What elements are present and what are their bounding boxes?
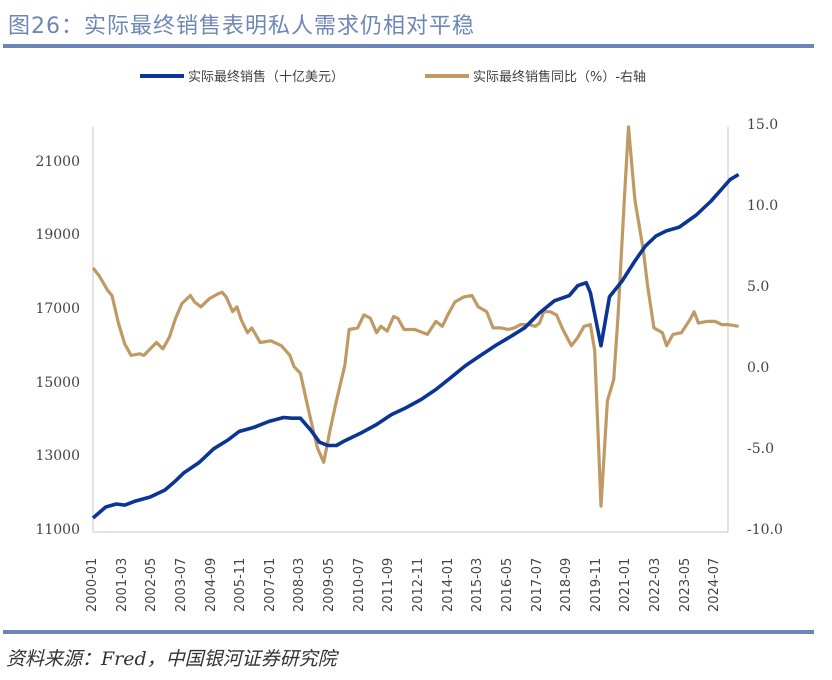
right-tick-label: 15.0 bbox=[747, 117, 779, 133]
right-tick-label: 5.0 bbox=[747, 279, 770, 295]
right-tick-label: 10.0 bbox=[747, 198, 779, 214]
x-tick-label: 2021-01 bbox=[618, 557, 634, 612]
x-tick-label: 2009-05 bbox=[322, 557, 338, 612]
x-tick-label: 2014-01 bbox=[440, 557, 456, 612]
x-tick-label: 2003-07 bbox=[173, 557, 189, 612]
x-tick-label: 2002-05 bbox=[144, 557, 160, 612]
right-tick-label: 0.0 bbox=[747, 360, 770, 376]
left-tick-label: 15000 bbox=[35, 374, 80, 391]
title-divider bbox=[3, 44, 814, 48]
chart-legend: 实际最终销售（十亿美元） 实际最终销售同比（%）-右轴 bbox=[0, 66, 832, 86]
left-tick-label: 13000 bbox=[35, 448, 80, 465]
x-tick-label: 2017-07 bbox=[529, 557, 545, 612]
x-tick-label: 2022-03 bbox=[648, 557, 664, 612]
x-tick-label: 2018-09 bbox=[559, 557, 575, 612]
legend-item-real-final-sales: 实际最终销售（十亿美元） bbox=[140, 66, 344, 85]
x-tick-label: 2005-11 bbox=[233, 557, 249, 612]
series-line-real-final-sales bbox=[91, 172, 740, 520]
x-tick-label: 2001-03 bbox=[114, 557, 130, 612]
left-tick-label: 11000 bbox=[35, 522, 80, 538]
x-tick-label: 2008-03 bbox=[292, 557, 308, 612]
right-tick-label: -5.0 bbox=[747, 441, 774, 457]
x-tick-label: 2015-03 bbox=[470, 557, 486, 612]
x-tick-label: 2011-09 bbox=[381, 557, 397, 612]
left-tick-label: 21000 bbox=[35, 153, 80, 170]
legend-label: 实际最终销售（十亿美元） bbox=[188, 70, 345, 85]
x-tick-label: 2004-09 bbox=[203, 557, 219, 612]
x-tick-label: 2023-05 bbox=[677, 557, 693, 612]
right-tick-label: -10.0 bbox=[747, 522, 783, 538]
legend-label: 实际最终销售同比（%）-右轴 bbox=[473, 70, 647, 85]
legend-swatch-blue bbox=[140, 73, 184, 78]
legend-swatch-gold bbox=[425, 73, 469, 78]
x-tick-label: 2024-07 bbox=[707, 557, 723, 612]
figure-title: 图26：实际最终销售表明私人需求仍相对平稳 bbox=[8, 14, 475, 39]
left-tick-label: 17000 bbox=[35, 301, 80, 318]
x-tick-label: 2019-11 bbox=[588, 557, 604, 612]
series-line-yoy bbox=[91, 125, 739, 508]
legend-item-yoy: 实际最终销售同比（%）-右轴 bbox=[425, 66, 646, 85]
x-tick-label: 2012-11 bbox=[410, 557, 426, 612]
source-note: 资料来源：Fred，中国银河证券研究院 bbox=[6, 648, 337, 670]
x-tick-label: 2000-01 bbox=[85, 557, 100, 612]
left-tick-label: 19000 bbox=[35, 227, 80, 244]
x-tick-label: 2010-07 bbox=[351, 557, 367, 612]
x-tick-label: 2016-05 bbox=[499, 557, 515, 612]
x-tick-label: 2007-01 bbox=[262, 557, 278, 612]
footer-divider bbox=[3, 630, 814, 634]
